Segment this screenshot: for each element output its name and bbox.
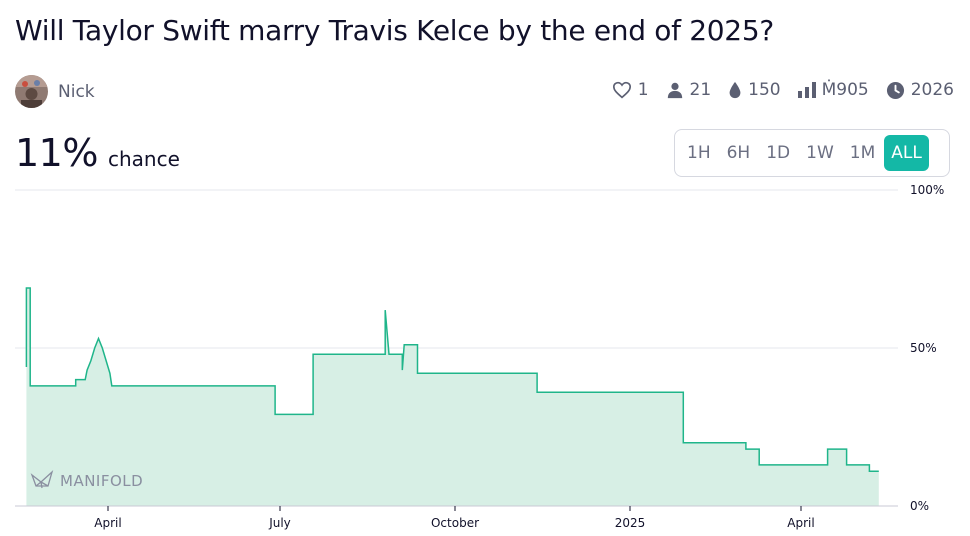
probability-chart[interactable]: 100% 50% 0% April July October 2025 Apri… — [0, 180, 970, 536]
author[interactable]: Nick — [15, 75, 95, 108]
droplet-icon — [729, 81, 741, 99]
manifold-logo-icon — [30, 469, 54, 489]
range-button-all[interactable]: ALL — [884, 135, 929, 171]
x-tick-july: July — [268, 516, 291, 530]
close-date-stat: 2026 — [886, 80, 954, 100]
probability: 11% chance — [15, 131, 180, 175]
traders-stat: 21 — [666, 80, 712, 100]
manifold-watermark: MANIFOLD — [30, 469, 143, 490]
x-tick-2025: 2025 — [615, 516, 646, 530]
question-title: Will Taylor Swift marry Travis Kelce by … — [15, 14, 774, 47]
liquidity-stat: 150 — [728, 80, 781, 100]
close-date: 2026 — [910, 80, 954, 100]
likes-count: 1 — [637, 80, 649, 100]
time-range-selector: 1H 6H 1D 1W 1M ALL — [674, 129, 950, 177]
range-button-1d[interactable]: 1D — [766, 143, 791, 163]
market-stats: 1 21 150 Ṁ905 2026 — [595, 80, 954, 100]
range-button-1w[interactable]: 1W — [806, 143, 834, 163]
probability-line — [25, 287, 879, 472]
probability-value: 11% — [15, 131, 98, 175]
probability-area — [26, 288, 879, 506]
x-tick-april-2025: April — [787, 516, 814, 530]
range-button-1h[interactable]: 1H — [687, 143, 711, 163]
range-button-1m[interactable]: 1M — [849, 143, 876, 163]
probability-label: chance — [107, 147, 180, 171]
user-icon — [667, 82, 682, 99]
volume-value: Ṁ905 — [821, 80, 869, 100]
likes-stat[interactable]: 1 — [612, 80, 649, 100]
heart-icon[interactable] — [612, 81, 632, 99]
traders-count: 21 — [689, 80, 712, 100]
y-tick-0: 0% — [910, 499, 929, 513]
x-tick-october: October — [431, 516, 479, 530]
volume-stat: Ṁ905 — [797, 80, 869, 100]
y-tick-50: 50% — [910, 341, 937, 355]
range-button-6h[interactable]: 6H — [726, 143, 751, 163]
author-name[interactable]: Nick — [58, 81, 95, 102]
liquidity-value: 150 — [748, 80, 781, 100]
watermark-text: MANIFOLD — [60, 472, 143, 490]
avatar[interactable] — [15, 75, 48, 108]
y-tick-100: 100% — [910, 183, 944, 197]
clock-icon — [886, 81, 904, 99]
x-ticks: April July October 2025 April — [94, 506, 815, 530]
bar-chart-icon — [797, 82, 816, 98]
x-tick-april-2024: April — [94, 516, 121, 530]
